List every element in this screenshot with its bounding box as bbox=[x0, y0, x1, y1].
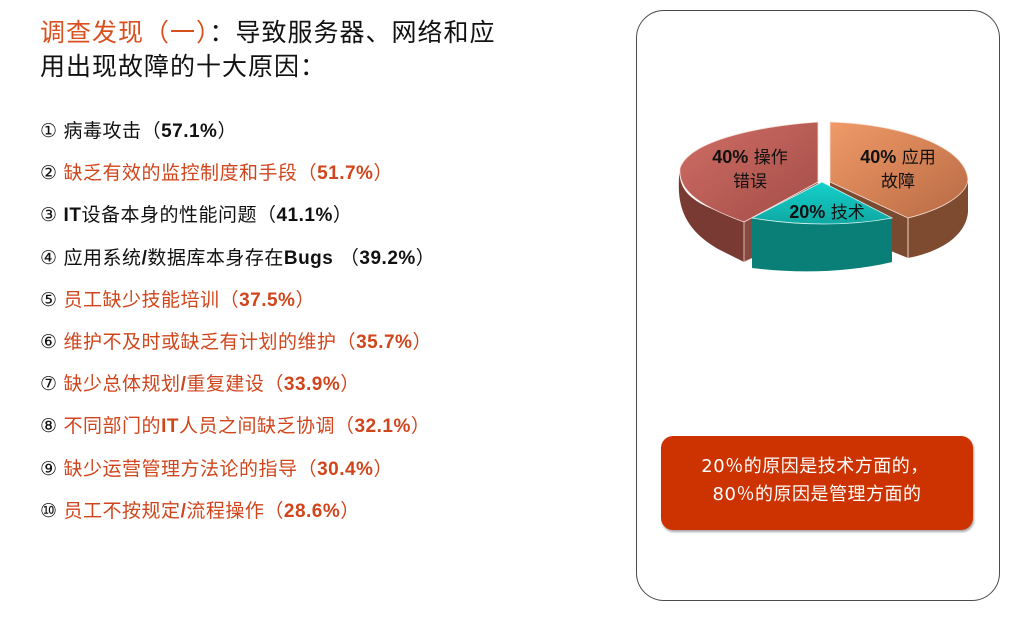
paren-close: ） bbox=[373, 162, 393, 185]
reason-text: 员工不按规定 bbox=[63, 499, 181, 522]
reason-text: 流程操作 bbox=[186, 499, 265, 522]
pie-label-percent: 40% bbox=[712, 147, 749, 167]
pie-label-technology: 20% 技术 bbox=[772, 200, 882, 225]
pie-label-text: 故障 bbox=[881, 172, 915, 192]
title-line-2: 用出现故障的十大原因： bbox=[40, 52, 327, 81]
paren-close: ） bbox=[340, 373, 360, 396]
reason-item: ① 病毒攻击（57.1%） bbox=[40, 113, 435, 155]
reason-item: ⑥ 维护不及时或缺乏有计划的维护（35.7%） bbox=[40, 324, 435, 366]
paren-close: ） bbox=[340, 499, 360, 522]
paren-close: ） bbox=[332, 204, 353, 227]
conclusion-callout: 20％的原因是技术方面的， 80％的原因是管理方面的 bbox=[661, 436, 973, 530]
reason-percent: 32.1% bbox=[354, 416, 411, 438]
reason-text: 缺乏有效的监控制度和手段 bbox=[63, 162, 298, 185]
paren-open: （ bbox=[264, 499, 284, 522]
reason-text: 维护不及时或缺乏有计划的维护 bbox=[63, 330, 337, 353]
reason-text: 不同部门的 bbox=[63, 415, 162, 438]
reason-item: ⑤ 员工缺少技能培训（37.5%） bbox=[40, 282, 435, 324]
reason-number: ② bbox=[40, 162, 58, 185]
title-accent: 调查发现（一） bbox=[40, 18, 210, 47]
reason-text: 设备本身的性能问题 bbox=[81, 204, 257, 227]
reason-percent: 39.2% bbox=[359, 247, 416, 269]
reason-number: ⑧ bbox=[40, 415, 58, 438]
reason-percent: 30.4% bbox=[317, 458, 374, 480]
pie-label-percent: 20% bbox=[789, 202, 826, 222]
reason-text: 应用系统 bbox=[63, 246, 142, 269]
paren-open: （ bbox=[264, 373, 284, 396]
paren-open: （ bbox=[339, 246, 360, 269]
reason-item: ④ 应用系统/数据库本身存在Bugs （39.2%） bbox=[40, 240, 435, 282]
title-line-1: 调查发现（一）：导致服务器、网络和应 bbox=[40, 16, 600, 50]
reason-number: ⑨ bbox=[40, 457, 58, 480]
reason-number: ⑦ bbox=[40, 373, 58, 396]
reason-text-bold: / bbox=[141, 247, 148, 269]
reason-text: 重复建设 bbox=[186, 373, 265, 396]
reason-percent: 37.5% bbox=[239, 289, 296, 311]
reason-number: ① bbox=[40, 120, 58, 142]
pie-label-text: 应用 bbox=[901, 148, 936, 168]
reason-text: 病毒攻击 bbox=[63, 120, 142, 142]
pie-label-text: 技术 bbox=[830, 203, 865, 223]
reason-percent: 35.7% bbox=[356, 331, 413, 353]
reason-number: ⑤ bbox=[40, 288, 58, 311]
reason-item: ⑦ 缺少总体规划/重复建设（33.9%） bbox=[40, 366, 435, 408]
reason-text-bold: IT bbox=[63, 205, 82, 227]
pie-label-application-fault: 40% 应用 故障 bbox=[848, 145, 948, 194]
paren-open: （ bbox=[297, 457, 318, 480]
reasons-list: ① 病毒攻击（57.1%） ② 缺乏有效的监控制度和手段（51.7%） ③ IT设备本… bbox=[40, 113, 435, 535]
reason-percent: 57.1% bbox=[161, 121, 218, 142]
pie-label-text: 错误 bbox=[733, 172, 767, 192]
reason-item: ⑩ 员工不按规定/流程操作（28.6%） bbox=[40, 493, 435, 535]
title-rest: ：导致服务器、网络和应 bbox=[209, 18, 496, 47]
reason-item: ⑧ 不同部门的IT人员之间缺乏协调（32.1%） bbox=[40, 408, 435, 450]
reason-text: 数据库本身存在 bbox=[147, 246, 284, 269]
reason-percent: 51.7% bbox=[317, 163, 374, 185]
callout-line-2: 80％的原因是管理方面的 bbox=[712, 484, 922, 505]
reason-number: ⑩ bbox=[40, 499, 58, 522]
reason-text: 员工缺少技能培训 bbox=[63, 288, 220, 311]
reason-number: ⑥ bbox=[40, 330, 58, 353]
reason-item: ② 缺乏有效的监控制度和手段（51.7%） bbox=[40, 155, 435, 197]
reason-number: ④ bbox=[40, 246, 58, 269]
reason-text: 人员之间缺乏协调 bbox=[178, 415, 335, 438]
paren-open: （ bbox=[141, 120, 162, 142]
reason-percent: 41.1% bbox=[276, 205, 333, 227]
reason-item: ③ IT设备本身的性能问题（41.1%） bbox=[40, 197, 435, 239]
paren-close: ） bbox=[217, 120, 237, 142]
pie-label-text: 操作 bbox=[753, 148, 788, 168]
paren-close: ） bbox=[412, 330, 432, 353]
paren-open: （ bbox=[256, 204, 277, 227]
pie-label-operation-error: 40% 操作 错误 bbox=[700, 145, 800, 194]
reason-text-bold: Bugs bbox=[283, 247, 334, 269]
reason-percent: 28.6% bbox=[283, 500, 341, 522]
reason-percent: 33.9% bbox=[283, 374, 341, 396]
reason-text: 缺少运营管理方法论的指导 bbox=[63, 457, 298, 480]
reason-number: ③ bbox=[40, 204, 58, 227]
reason-item: ⑨ 缺少运营管理方法论的指导（30.4%） bbox=[40, 451, 435, 493]
reason-text-bold: / bbox=[180, 500, 187, 522]
reason-text-bold: IT bbox=[161, 416, 179, 438]
paren-open: （ bbox=[297, 162, 318, 185]
paren-close: ） bbox=[373, 457, 393, 480]
paren-open: （ bbox=[334, 415, 355, 438]
paren-close: ） bbox=[415, 246, 436, 269]
page-title: 调查发现（一）：导致服务器、网络和应 用出现故障的十大原因： bbox=[40, 16, 600, 84]
callout-line-1: 20％的原因是技术方面的， bbox=[701, 456, 929, 477]
paren-close: ） bbox=[410, 415, 431, 438]
reason-text-bold: / bbox=[180, 374, 187, 396]
paren-open: （ bbox=[336, 330, 357, 353]
pie-label-percent: 40% bbox=[860, 147, 897, 167]
paren-open: （ bbox=[219, 288, 240, 311]
reason-text: 缺少总体规划 bbox=[63, 373, 181, 396]
paren-close: ） bbox=[295, 288, 315, 311]
